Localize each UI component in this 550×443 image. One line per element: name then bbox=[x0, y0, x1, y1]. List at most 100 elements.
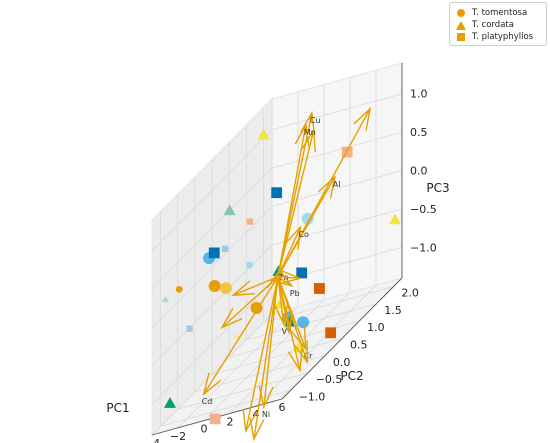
arrowhead bbox=[291, 326, 307, 351]
legend: T. tomentosa T. cordata T. platyphyllos bbox=[449, 2, 547, 46]
x-tick-label: 2 bbox=[227, 415, 234, 428]
y-tick-label: −1.0 bbox=[299, 390, 326, 403]
arrowhead bbox=[277, 310, 293, 335]
loading-arrow bbox=[277, 124, 307, 277]
platyphyllos-point bbox=[325, 327, 337, 339]
z-tick-label: 1.0 bbox=[410, 88, 428, 101]
z-axis-label: PC3 bbox=[426, 181, 449, 195]
y-tick-label: 1.5 bbox=[384, 304, 402, 317]
platyphyllos-point bbox=[341, 146, 353, 158]
loading-label: Mn bbox=[304, 128, 316, 137]
arrowhead bbox=[294, 122, 310, 147]
grid-line bbox=[194, 355, 325, 393]
arrowhead bbox=[300, 110, 316, 135]
y-axis-label: PC2 bbox=[340, 369, 363, 383]
legend-label: T. tomentosa bbox=[472, 8, 528, 18]
tomentosa-point bbox=[297, 316, 310, 329]
tomentosa-point bbox=[208, 280, 221, 293]
square-marker-icon bbox=[457, 33, 465, 41]
grid-line bbox=[271, 131, 403, 169]
platyphyllos-point bbox=[186, 325, 193, 332]
loading-label: Cr bbox=[304, 352, 314, 361]
legend-item-tomentosa: T. tomentosa bbox=[456, 7, 527, 19]
platyphyllos-point bbox=[209, 413, 221, 425]
z-tick-label: −1.0 bbox=[410, 241, 437, 254]
arrowhead bbox=[249, 417, 265, 442]
tick-labels: −4−20246−1.0−0.50.00.51.01.52.0−1.0−0.50… bbox=[144, 88, 437, 443]
loading-arrow bbox=[221, 276, 279, 329]
loading-label: Co bbox=[298, 230, 309, 239]
tomentosa-point bbox=[175, 285, 183, 293]
loading-arrow bbox=[277, 226, 302, 278]
grid-line bbox=[229, 320, 360, 358]
loading-arrow bbox=[203, 276, 279, 395]
legend-item-cordata: T. cordata bbox=[456, 19, 514, 31]
tomentosa-point bbox=[246, 261, 254, 269]
arrowhead bbox=[278, 269, 303, 285]
x-tick-label: −4 bbox=[144, 437, 160, 443]
cordata-point bbox=[274, 297, 287, 309]
y-tick-label: −0.5 bbox=[316, 373, 343, 386]
circle-marker-icon bbox=[457, 9, 465, 17]
grid-line bbox=[211, 338, 343, 375]
loading-label: Al bbox=[333, 180, 341, 189]
loading-label: Cu bbox=[310, 116, 321, 125]
arrowhead bbox=[284, 225, 302, 250]
triangle-marker-icon bbox=[456, 20, 466, 30]
grid-line bbox=[151, 283, 273, 405]
platyphyllos-point bbox=[271, 187, 283, 199]
z-tick-label: 0.5 bbox=[410, 126, 428, 139]
y-tick-label: 2.0 bbox=[401, 287, 419, 300]
y-tick-label: 1.0 bbox=[367, 321, 385, 334]
arrowhead bbox=[220, 308, 243, 330]
loading-label: Cd bbox=[202, 397, 213, 406]
grid-line bbox=[271, 93, 403, 131]
platyphyllos-point bbox=[208, 247, 220, 259]
loading-arrow bbox=[245, 276, 279, 432]
cordata-point bbox=[389, 213, 402, 225]
data-points bbox=[161, 128, 402, 425]
platyphyllos-point bbox=[314, 283, 325, 294]
tomentosa-point bbox=[219, 282, 232, 295]
platyphyllos-point bbox=[221, 245, 229, 252]
x-tick-label: 0 bbox=[201, 423, 208, 436]
arrowhead bbox=[202, 372, 222, 397]
loading-arrow bbox=[277, 176, 336, 278]
arrowhead bbox=[317, 175, 336, 199]
loading-arrow bbox=[232, 276, 279, 296]
z-tick-label: −0.5 bbox=[410, 203, 437, 216]
arrowhead bbox=[293, 340, 309, 365]
y-axis-line bbox=[281, 277, 403, 400]
cordata-point bbox=[161, 295, 169, 303]
grid-line bbox=[271, 208, 403, 246]
grid-line bbox=[151, 167, 273, 290]
loading-arrow bbox=[277, 276, 301, 280]
platyphyllos-point bbox=[296, 267, 308, 279]
y-tick-label: 0.0 bbox=[333, 356, 351, 369]
z-tick-label: 0.0 bbox=[410, 165, 428, 178]
loading-arrow bbox=[277, 276, 301, 371]
y-tick-label: 0.5 bbox=[350, 339, 368, 352]
arrowhead bbox=[287, 348, 303, 373]
loading-label: V bbox=[282, 327, 288, 336]
arrowhead bbox=[353, 106, 372, 131]
x-tick-label: −2 bbox=[170, 430, 186, 443]
legend-item-platyphyllos: T. platyphyllos bbox=[456, 31, 533, 43]
grid-line bbox=[246, 303, 377, 341]
loading-arrow bbox=[277, 276, 309, 363]
x-tick-label: 6 bbox=[279, 401, 286, 414]
loading-label: Pb bbox=[290, 289, 300, 298]
x-axis-label: PC1 bbox=[106, 401, 129, 415]
grid-line bbox=[177, 372, 308, 410]
loading-arrow bbox=[253, 276, 279, 440]
cordata-point bbox=[164, 397, 177, 408]
arrowhead bbox=[231, 280, 256, 297]
loading-arrow bbox=[277, 130, 315, 277]
grid-line bbox=[151, 129, 273, 251]
cordata-point bbox=[223, 204, 236, 216]
grid-line bbox=[151, 206, 273, 328]
legend-label: T. platyphyllos bbox=[472, 32, 534, 42]
loading-label: Ni bbox=[262, 410, 270, 419]
